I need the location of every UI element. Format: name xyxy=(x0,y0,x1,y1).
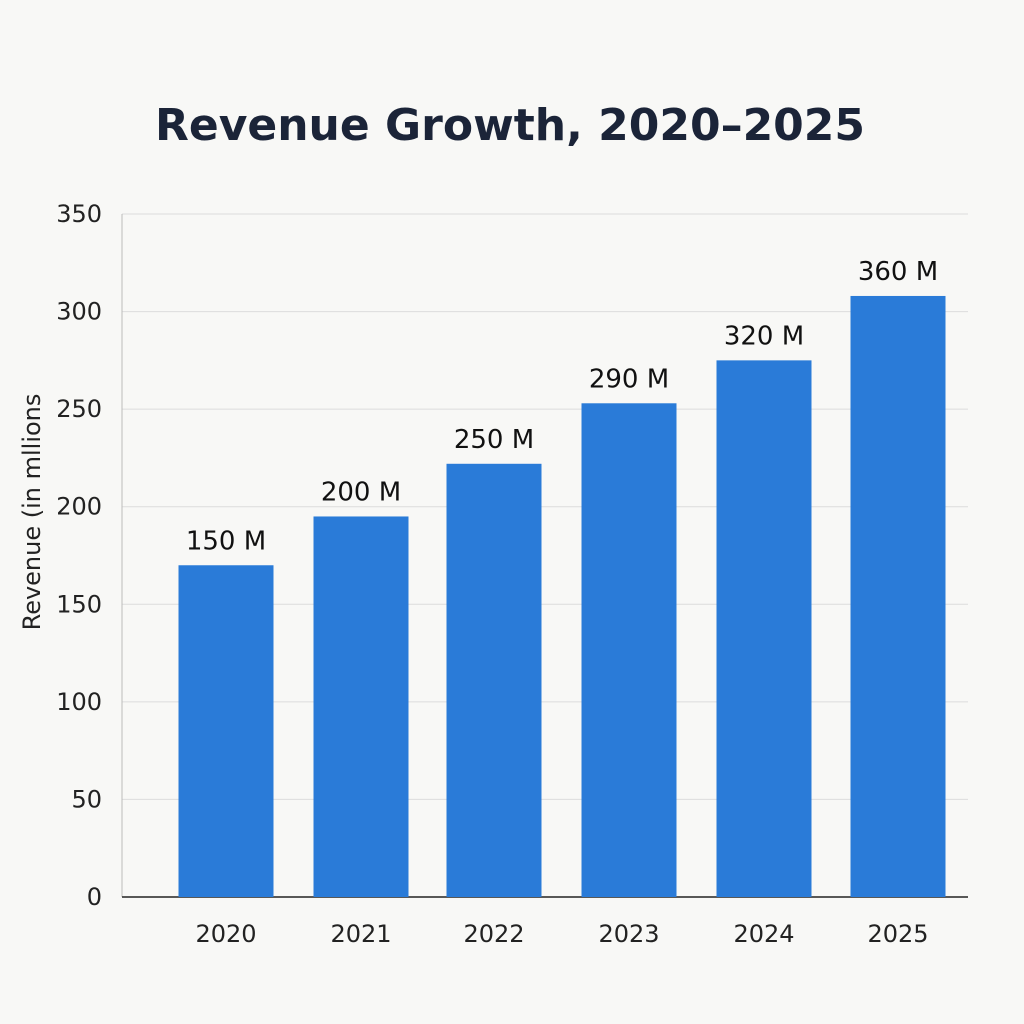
y-tick-label: 350 xyxy=(56,200,102,228)
x-tick-label: 2023 xyxy=(598,920,659,948)
bar-2024 xyxy=(716,360,812,897)
x-tick-label: 2022 xyxy=(463,920,524,948)
data-label: 320 M xyxy=(724,321,804,351)
data-label: 360 M xyxy=(858,257,938,287)
y-tick-label: 0 xyxy=(87,883,102,911)
data-label: 290 M xyxy=(589,364,669,394)
y-tick-label: 200 xyxy=(56,493,102,521)
y-tick-label: 300 xyxy=(56,298,102,326)
bar-2020 xyxy=(178,565,274,897)
bar-2025 xyxy=(850,295,946,898)
chart-title: Revenue Growth, 2020–2025 xyxy=(154,100,866,151)
x-tick-label: 2020 xyxy=(195,920,256,948)
data-label: 200 M xyxy=(321,477,401,507)
y-tick-label: 250 xyxy=(56,395,102,423)
bar-2022 xyxy=(446,463,542,897)
y-tick-label: 50 xyxy=(71,785,102,813)
bar-2023 xyxy=(581,403,677,897)
data-label: 150 M xyxy=(186,526,266,556)
y-tick-label: 100 xyxy=(56,688,102,716)
x-tick-label: 2024 xyxy=(733,920,794,948)
bar-2021 xyxy=(313,516,409,897)
y-tick-label: 150 xyxy=(56,590,102,618)
x-tick-label: 2021 xyxy=(330,920,391,948)
x-tick-label: 2025 xyxy=(867,920,928,948)
data-label: 250 M xyxy=(454,425,534,455)
y-axis-label: Revenue (in mllions xyxy=(18,394,46,631)
